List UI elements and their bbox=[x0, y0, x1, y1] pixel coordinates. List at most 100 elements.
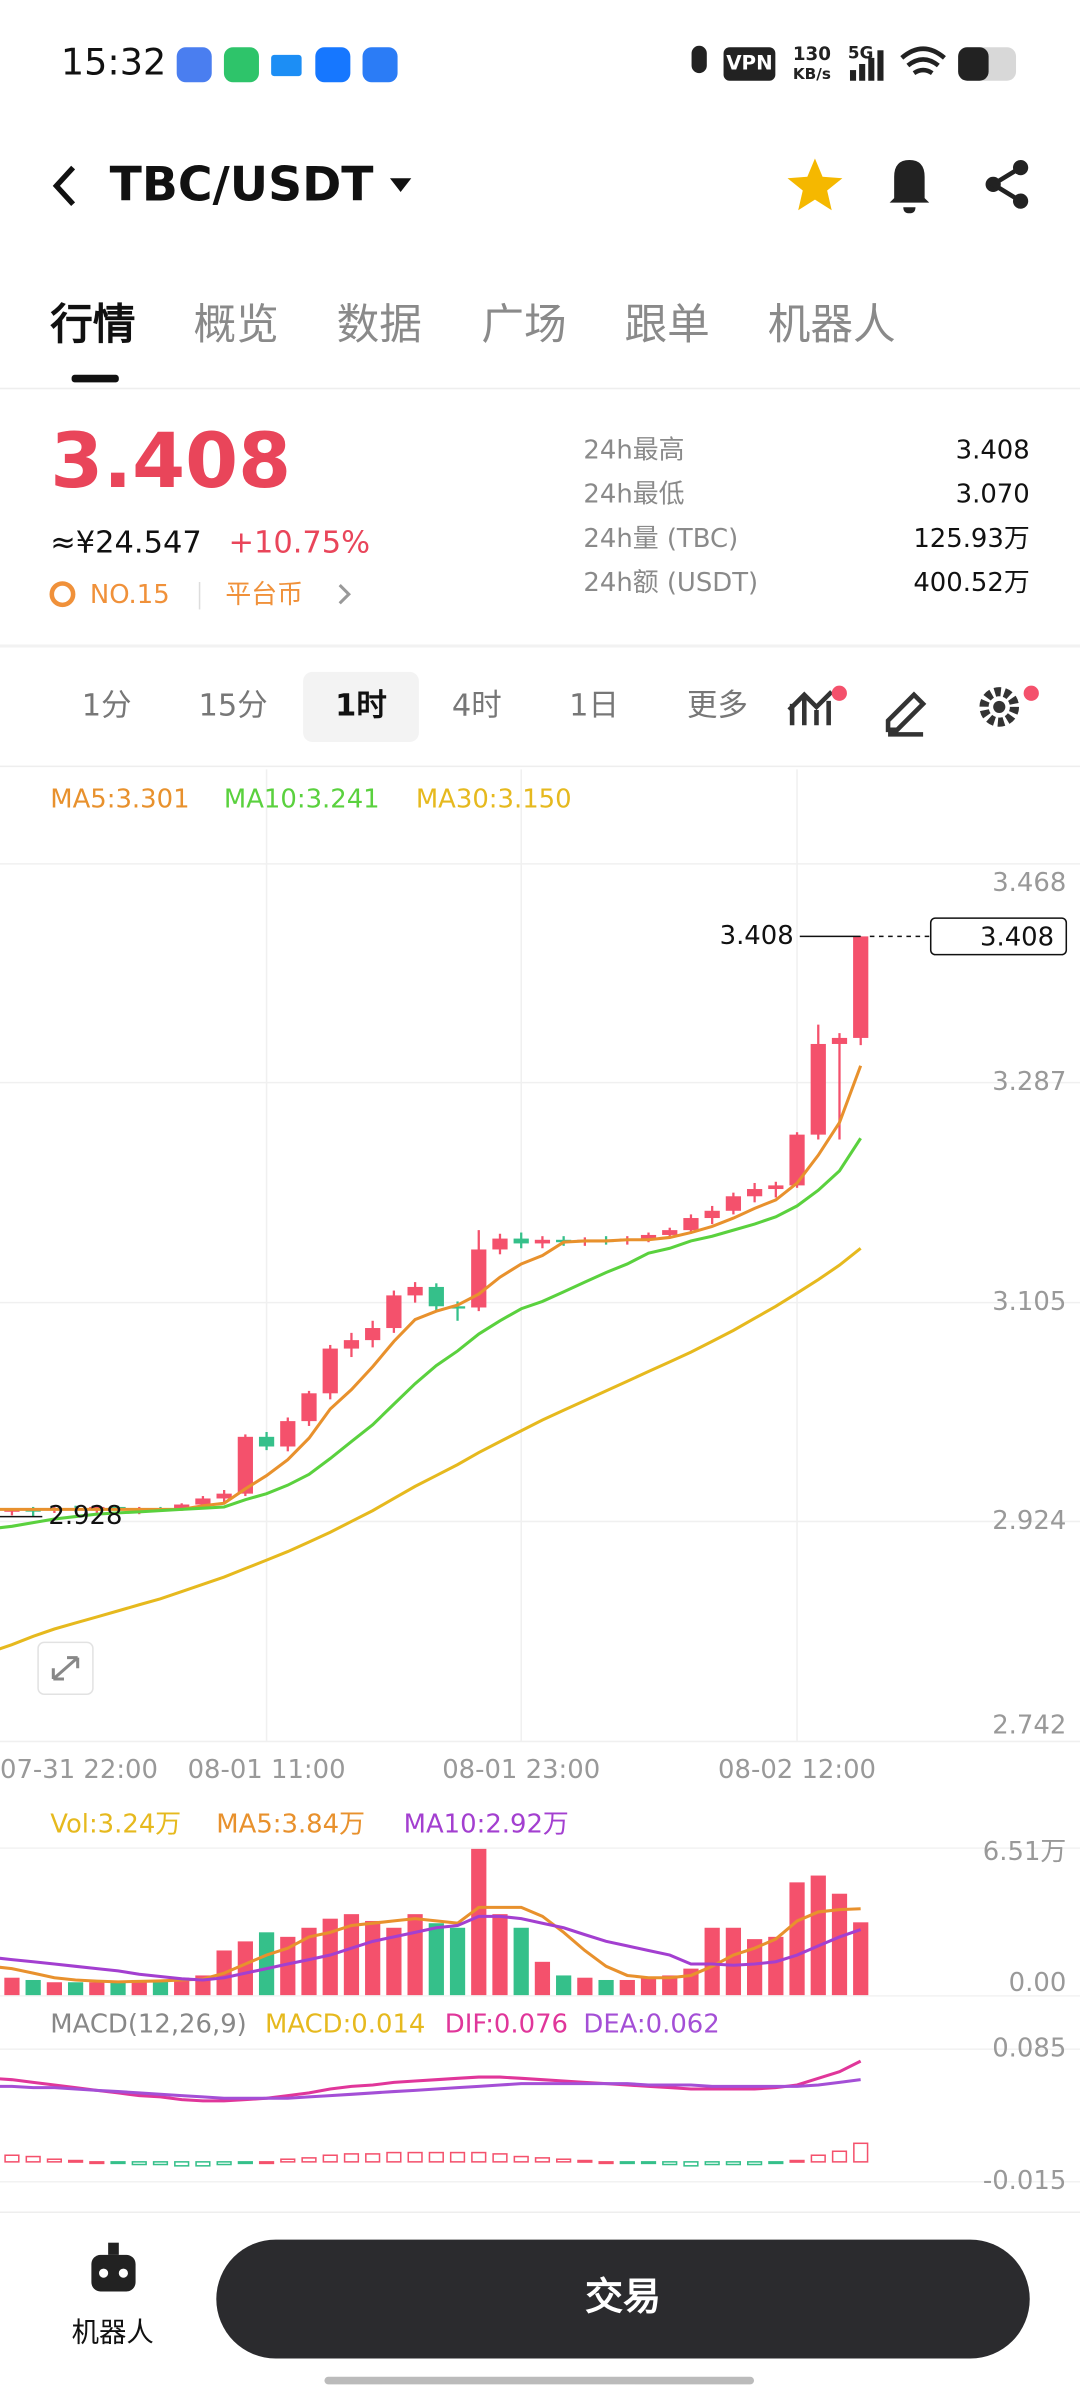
volume-bar bbox=[577, 1977, 593, 1996]
candle-body bbox=[280, 1421, 296, 1447]
app-icons bbox=[176, 47, 398, 83]
tab[interactable]: 跟单 bbox=[625, 300, 710, 350]
battery-icon bbox=[958, 47, 1017, 81]
candle-body bbox=[725, 1196, 742, 1211]
macd-bar bbox=[89, 2161, 105, 2165]
robot-label[interactable]: 机器人 bbox=[72, 2318, 154, 2349]
stat-value: 3.070 bbox=[956, 480, 1030, 510]
wifi-icon bbox=[900, 46, 946, 76]
interval[interactable]: 15分 bbox=[198, 688, 267, 723]
candle-body bbox=[768, 1185, 784, 1190]
candle-body bbox=[237, 1436, 253, 1494]
volume-bar bbox=[768, 1936, 784, 1996]
volume-bar bbox=[853, 1922, 869, 1996]
volume-bar bbox=[471, 1848, 487, 1996]
legend-label: MA10:3.241 bbox=[224, 784, 380, 814]
interval[interactable]: 更多 bbox=[687, 688, 748, 723]
robot-icon[interactable] bbox=[91, 2242, 136, 2292]
volume-bar bbox=[67, 1982, 84, 1996]
macd-bar bbox=[577, 2159, 593, 2163]
volume-bar bbox=[556, 1975, 572, 1996]
macd-bar bbox=[704, 2161, 720, 2166]
y-tick-label: 0.085 bbox=[992, 2034, 1066, 2064]
share-button[interactable] bbox=[985, 159, 1029, 209]
macd-bar bbox=[152, 2161, 169, 2166]
macd-bar bbox=[471, 2151, 487, 2163]
trade-label[interactable]: 交易 bbox=[585, 2275, 661, 2319]
macd-bar bbox=[428, 2151, 444, 2163]
candle-body bbox=[662, 1230, 678, 1235]
volume-bar bbox=[110, 1982, 126, 1996]
candle-body bbox=[810, 1043, 826, 1135]
interval[interactable]: 1时 bbox=[335, 688, 387, 723]
volume-bar bbox=[746, 1939, 763, 1996]
macd-bar bbox=[4, 2154, 20, 2163]
volume-bar bbox=[640, 1977, 657, 1996]
pair-dropdown[interactable] bbox=[389, 178, 412, 192]
pair-title[interactable]: TBC/USDT bbox=[110, 157, 374, 212]
net-speed-unit: KB/s bbox=[793, 65, 831, 83]
legend-label: DEA:0.062 bbox=[583, 2009, 719, 2039]
favorite-star[interactable] bbox=[787, 158, 843, 211]
candle-body bbox=[174, 1504, 190, 1510]
last-price-box bbox=[929, 917, 1068, 956]
macd-bar bbox=[237, 2161, 253, 2165]
back-button[interactable] bbox=[52, 165, 76, 206]
interval[interactable]: 1分 bbox=[82, 688, 132, 723]
mic-icon bbox=[691, 45, 707, 74]
macd-bar bbox=[853, 2142, 869, 2163]
candle-body bbox=[640, 1234, 657, 1239]
volume-bar bbox=[428, 1923, 444, 1996]
candle-body bbox=[534, 1239, 551, 1244]
macd-bar bbox=[492, 2153, 508, 2163]
y-tick-label: 3.287 bbox=[992, 1067, 1066, 1097]
volume-bar bbox=[174, 1977, 190, 1996]
stat-label: 24h最低 bbox=[583, 480, 684, 510]
volume-bar bbox=[322, 1918, 338, 1996]
last-price-label: 3.408 bbox=[980, 922, 1054, 952]
volume-bar bbox=[704, 1927, 720, 1996]
tab[interactable]: 概览 bbox=[193, 300, 278, 350]
volume-bar bbox=[131, 1979, 147, 1996]
macd-bar bbox=[619, 2161, 635, 2165]
stat-label: 24h量 (TBC) bbox=[583, 524, 738, 554]
interval[interactable]: 1日 bbox=[569, 688, 619, 723]
candle-body bbox=[343, 1340, 360, 1349]
interval[interactable]: 4时 bbox=[452, 688, 502, 723]
volume-bar bbox=[365, 1920, 381, 1996]
volume-bar bbox=[258, 1932, 275, 1996]
tab[interactable]: 机器人 bbox=[768, 300, 896, 350]
volume-bar bbox=[725, 1927, 742, 1996]
indicator-button[interactable] bbox=[787, 685, 847, 726]
candle-body bbox=[449, 1306, 466, 1309]
volume-bar bbox=[25, 1979, 41, 1996]
tab[interactable]: 行情 bbox=[50, 300, 135, 350]
settings-button[interactable] bbox=[979, 685, 1039, 727]
divider bbox=[0, 644, 1080, 648]
high-marker: 3.408 bbox=[720, 921, 794, 951]
low-marker: 2.928 bbox=[48, 1501, 122, 1531]
stat-value: 3.408 bbox=[956, 435, 1030, 465]
candle-body bbox=[258, 1436, 275, 1447]
volume-bar bbox=[619, 1979, 635, 1996]
macd-bar bbox=[683, 2161, 699, 2167]
draw-button[interactable] bbox=[885, 691, 927, 737]
fullscreen-button[interactable] bbox=[37, 1641, 94, 1695]
stats: 24h最高 3.408 24h最低 3.070 24h量 (TBC) 125.93万 24h… bbox=[583, 435, 1029, 598]
ma-line bbox=[0, 1137, 862, 1530]
y-tick-label: 3.468 bbox=[992, 868, 1066, 898]
legend-label: Vol:3.24万 bbox=[50, 1810, 181, 1840]
trade-button[interactable] bbox=[216, 2239, 1030, 2359]
tag-chevron bbox=[338, 583, 351, 605]
macd-bar bbox=[513, 2155, 529, 2163]
token-tag[interactable]: 平台币 bbox=[225, 580, 303, 610]
stat-label: 24h额 (USDT) bbox=[583, 568, 758, 598]
tab[interactable]: 广场 bbox=[481, 300, 566, 350]
tab[interactable]: 数据 bbox=[337, 300, 422, 350]
alert-bell[interactable] bbox=[889, 159, 930, 214]
candle-body bbox=[301, 1393, 317, 1422]
net-speed: 130 bbox=[793, 44, 831, 65]
candle-body bbox=[853, 936, 869, 1038]
